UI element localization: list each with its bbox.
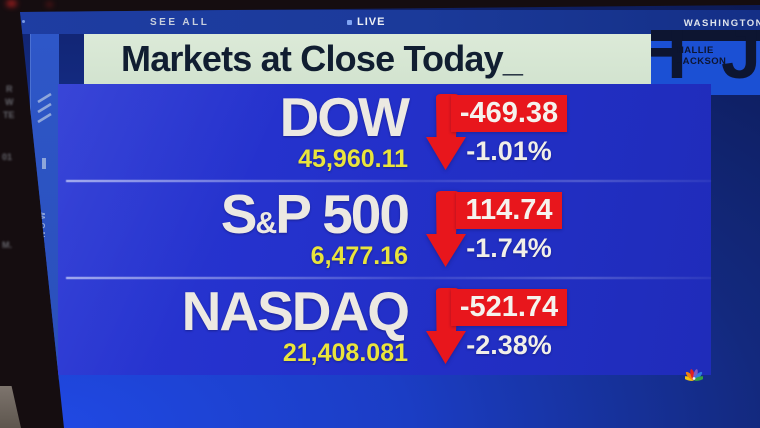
anchor-last-name: JACKSON (677, 56, 727, 67)
change-block: -521.74 -2.38% (439, 289, 579, 361)
change-percent: -1.01% (439, 136, 579, 167)
ticker-dot-icon (22, 20, 25, 23)
row-divider (66, 180, 711, 182)
headline-band: Markets at Close Today_ (84, 34, 651, 84)
offscreen-text-fragment: R (6, 84, 13, 94)
markets-panel: DOW 45,960.11 -469.38 -1.01% S&P 500 6,4… (58, 84, 711, 375)
index-close-value: 45,960.11 (280, 147, 408, 172)
network-name-vertical: NBC NEWS NOW (38, 209, 47, 311)
offscreen-text-fragment: TE (3, 110, 15, 120)
show-bug-initial-j: J (721, 30, 760, 94)
change-percent: -2.38% (439, 330, 579, 361)
network-rail: NBC NEWS NOW (30, 34, 59, 391)
index-block: S&P 500 6,477.16 (221, 181, 410, 269)
live-label: LIVE (357, 16, 386, 28)
screen-glare (58, 84, 711, 375)
change-block: 114.74 -1.74% (439, 192, 579, 264)
show-bug-top-bar (651, 30, 760, 41)
index-block: DOW 45,960.11 (280, 84, 410, 172)
show-bug-initial-h: H (651, 30, 687, 94)
index-name: NASDAQ (182, 284, 410, 339)
change-value-badge: -521.74 (450, 289, 568, 327)
page-title: Markets at Close Today_ (121, 38, 523, 79)
change-block: -469.38 -1.01% (439, 95, 579, 167)
background-red-light (46, 2, 53, 7)
rail-dash (42, 158, 46, 169)
peacock-strokes-icon (37, 92, 52, 124)
row-divider (66, 277, 711, 279)
nbc-peacock-icon (685, 369, 703, 381)
live-dot-icon (347, 19, 352, 25)
index-close-value: 21,408.081 (182, 341, 408, 366)
change-value-badge: 114.74 (456, 192, 562, 230)
anchor-first-name: HALLIE (677, 45, 714, 56)
down-arrow-icon (426, 191, 466, 267)
index-block: NASDAQ 21,408.081 (182, 278, 410, 366)
top-ticker-bar: SEE ALL LIVE WASHINGTON (20, 10, 760, 34)
index-name: S&P 500 (221, 187, 410, 242)
change-percent: -1.74% (439, 233, 579, 264)
background-red-light (6, 0, 17, 7)
index-name: DOW (280, 90, 410, 145)
location-label: WASHINGTON (683, 18, 760, 29)
market-row-sp500: S&P 500 6,477.16 114.74 -1.74% (58, 181, 711, 278)
offscreen-text-fragment: 01 (2, 152, 13, 162)
index-close-value: 6,477.16 (221, 244, 408, 269)
anchor-name: HALLIE JACKSON (677, 45, 726, 67)
see-all-label: SEE ALL (150, 17, 210, 28)
change-value-badge: -469.38 (450, 95, 568, 133)
market-row-nasdaq: NASDAQ 21,408.081 -521.74 -2.38% (58, 278, 711, 375)
market-row-dow: DOW 45,960.11 -469.38 -1.01% (58, 84, 711, 181)
wall-corner (0, 386, 21, 428)
offscreen-text-fragment: M. (2, 240, 12, 250)
offscreen-text-fragment: W (5, 97, 14, 107)
live-indicator: LIVE (347, 16, 385, 28)
